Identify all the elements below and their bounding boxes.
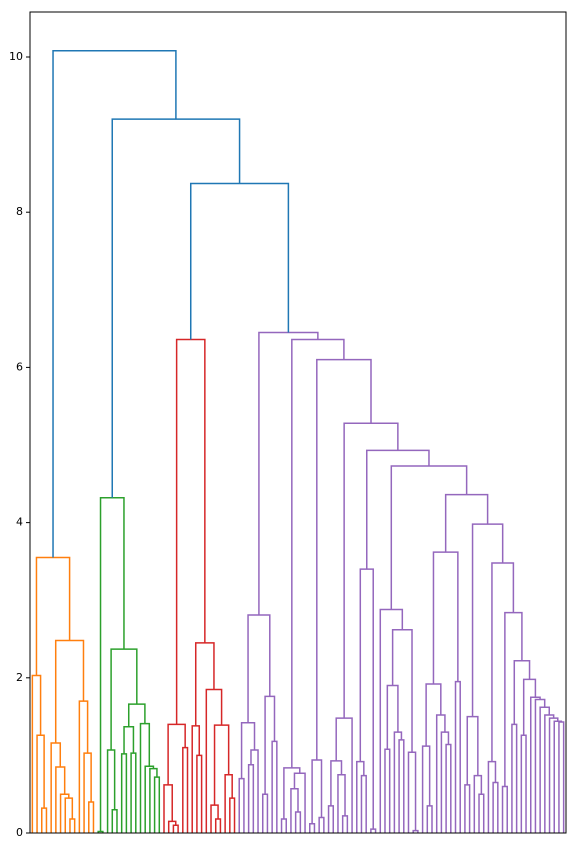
link	[311, 759, 323, 824]
link	[83, 752, 92, 833]
link	[31, 674, 42, 833]
link	[144, 765, 155, 833]
link	[194, 642, 215, 726]
link	[337, 774, 346, 833]
link	[522, 678, 537, 736]
link	[432, 551, 459, 685]
link	[250, 749, 259, 833]
y-tick-label: 4	[16, 516, 23, 529]
link	[421, 745, 431, 833]
link	[35, 556, 71, 676]
link	[111, 118, 241, 498]
link	[271, 740, 278, 833]
link	[130, 752, 137, 833]
link	[175, 338, 206, 725]
link	[491, 562, 515, 762]
link	[52, 50, 177, 558]
y-tick-label: 6	[16, 360, 23, 373]
link	[291, 338, 345, 768]
link	[487, 760, 497, 833]
link	[196, 754, 203, 833]
plot-frame	[29, 11, 567, 834]
link	[366, 449, 430, 570]
link	[224, 774, 233, 833]
link	[54, 639, 85, 743]
link	[55, 766, 66, 833]
link	[153, 776, 161, 833]
link	[120, 753, 128, 833]
link	[356, 760, 365, 833]
link	[384, 748, 391, 833]
link	[258, 331, 319, 615]
y-tick-label: 0	[16, 826, 23, 839]
y-tick-label: 2	[16, 671, 23, 684]
link	[293, 772, 306, 833]
y-tick-label: 10	[9, 50, 23, 63]
link	[182, 746, 189, 833]
link	[390, 465, 468, 610]
link	[407, 751, 417, 833]
link	[316, 358, 372, 761]
link	[149, 767, 158, 833]
link	[513, 659, 531, 725]
link	[398, 739, 405, 833]
link	[50, 742, 62, 833]
link	[360, 774, 367, 833]
link	[247, 763, 255, 833]
link	[473, 774, 483, 833]
link	[445, 743, 452, 833]
link	[330, 760, 343, 806]
link	[106, 749, 116, 833]
link	[238, 777, 245, 833]
link	[359, 568, 374, 830]
link	[283, 767, 301, 820]
link	[110, 648, 138, 750]
y-tick-label: 8	[16, 205, 23, 218]
